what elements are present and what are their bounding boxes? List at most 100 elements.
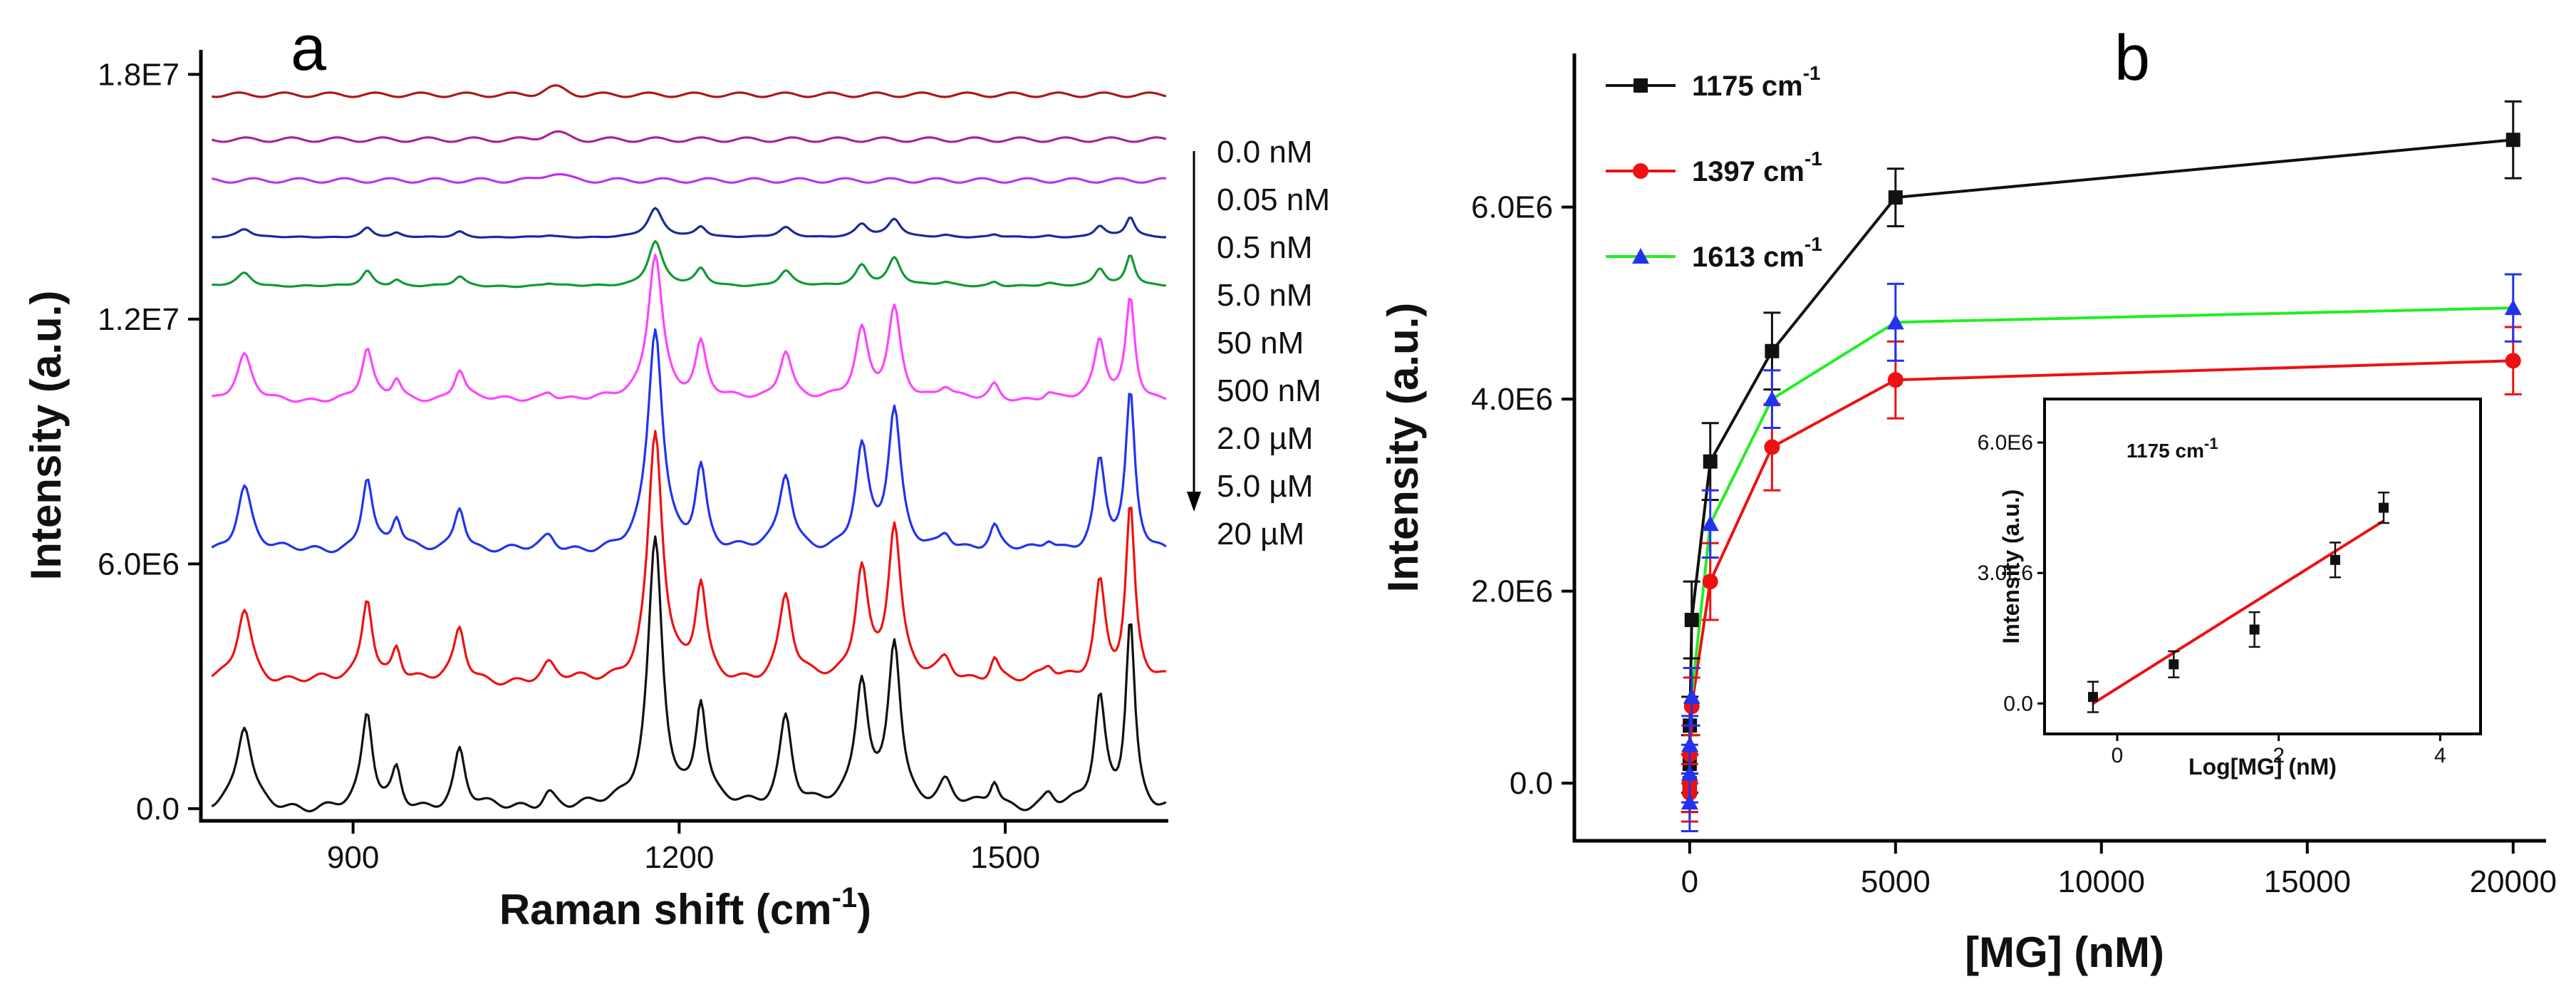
inset-y-axis-title: Intensity (a.u.) xyxy=(1998,490,2024,644)
panel-b-x-tick-label: 0 xyxy=(1681,864,1698,899)
concentration-label: 0.5 nM xyxy=(1217,230,1313,265)
legend-label-main: 1397 cm xyxy=(1692,156,1804,187)
panel-a-y-axis-title: Intensity (a.u.) xyxy=(22,291,70,581)
concentration-legend: 0.0 nM 0.05 nM 0.5 nM 5.0 nM 50 nM 500 nM 2.0 … xyxy=(1217,135,1330,552)
spectrum-line xyxy=(211,254,1167,403)
inset-x-tick-label: 4 xyxy=(2434,744,2446,767)
concentration-label: 5.0 µM xyxy=(1217,469,1313,504)
panel-b-x-tick-label: 15000 xyxy=(2264,864,2351,899)
panel-a-x-ticks: 900 1200 1500 xyxy=(327,821,1040,875)
panel-a-x-tick-label: 900 xyxy=(327,840,379,875)
legend-label-sup: -1 xyxy=(1804,233,1822,255)
inset-y-tick-label: 0.0 xyxy=(2003,692,2033,715)
inset-y-tick-label: 6.0E6 xyxy=(1978,431,2033,455)
spectrum-line xyxy=(211,328,1167,554)
panel-b-x-ticks: 0 5000 10000 15000 20000 xyxy=(1681,841,2557,899)
panel-b-y-tick-label: 4.0E6 xyxy=(1471,382,1553,417)
concentration-label: 0.0 nM xyxy=(1217,135,1313,170)
legend-label: 1175 cm-1 xyxy=(1692,62,1821,102)
spectrum-line xyxy=(212,239,1167,289)
legend-label: 1613 cm-1 xyxy=(1692,233,1822,273)
data-point-triangle xyxy=(1683,688,1700,704)
inset-data-point xyxy=(2330,554,2340,565)
panel-b-y-axis-title: Intensity (a.u.) xyxy=(1379,303,1427,593)
panel-b-x-tick-label: 10000 xyxy=(2058,864,2145,899)
panel-b-x-axis-title: [MG] (nM) xyxy=(1965,928,2164,976)
inset-content: 0 2 4 0.0 3.0E6 6.0E6 xyxy=(1978,431,2446,767)
panel-a-spectra xyxy=(211,84,1167,813)
panel-a-x-axis-title: Raman shift (cm-1) xyxy=(499,882,871,933)
panel-a-x-tick-label: 1200 xyxy=(644,840,714,875)
inset-title-main: 1175 cm xyxy=(2126,440,2204,462)
panel-b-series-points xyxy=(1681,100,2522,833)
data-point-circle xyxy=(2505,353,2521,369)
data-point-square xyxy=(1765,343,1780,358)
spectrum-line xyxy=(211,173,1166,184)
inset-x-axis-title: Log[MG] (nM) xyxy=(2188,754,2337,780)
data-point-triangle xyxy=(1886,314,1904,330)
data-point-triangle xyxy=(1763,390,1781,407)
data-point-square xyxy=(2505,133,2520,147)
data-point-square xyxy=(1634,78,1648,93)
inset-data-point xyxy=(2379,502,2389,513)
concentration-arrow-head xyxy=(1187,492,1201,512)
panel-b-axes xyxy=(1572,53,2546,843)
inset-data-point xyxy=(2249,624,2260,635)
panel-a-y-tick-label: 0.0 xyxy=(136,792,180,827)
panel-b-y-ticks: 0.0 2.0E6 4.0E6 6.0E6 xyxy=(1471,190,1574,801)
panel-b-y-tick-label: 2.0E6 xyxy=(1471,574,1553,609)
concentration-label: 5.0 nM xyxy=(1217,278,1313,313)
inset-y-tick-label: 3.0E6 xyxy=(1978,561,2033,585)
inset-title: 1175 cm-1 xyxy=(2126,435,2218,462)
concentration-label: 0.05 nM xyxy=(1217,182,1330,217)
spectrum-line xyxy=(211,130,1167,143)
data-point-circle xyxy=(1633,163,1648,179)
concentration-label: 2.0 µM xyxy=(1217,421,1313,456)
panel-a-x-axis-title-close: ) xyxy=(857,886,871,933)
panel-a-y-ticks: 0.0 6.0E6 1.2E7 1.8E7 xyxy=(98,57,201,827)
panel-b-y-tick-label: 0.0 xyxy=(1510,766,1553,801)
concentration-label: 20 µM xyxy=(1217,517,1304,552)
panel-a-y-tick-label: 1.8E7 xyxy=(98,57,180,92)
inset-title-sup: -1 xyxy=(2204,435,2218,452)
panel-a-axes xyxy=(199,50,1168,823)
panel-b-x-tick-label: 20000 xyxy=(2470,864,2557,899)
panel-a-label: a xyxy=(291,13,327,84)
panel-b-label: b xyxy=(2114,23,2150,94)
panel-a-y-tick-label: 6.0E6 xyxy=(98,547,180,581)
data-point-circle xyxy=(1887,372,1904,388)
data-point-triangle xyxy=(1632,248,1649,264)
data-point-triangle xyxy=(1701,515,1719,532)
inset-x-tick-label: 2 xyxy=(2273,744,2285,767)
panel-a-x-axis-title-main: Raman shift (cm xyxy=(499,886,832,933)
legend-label-sup: -1 xyxy=(1804,147,1822,170)
data-point-circle xyxy=(1764,439,1780,455)
panel-a-chart: 900 1200 1500 0.0 6.0E6 1.2E7 1.8E7 a Raman s… xyxy=(22,13,1330,933)
panel-b-x-tick-label: 5000 xyxy=(1861,864,1931,899)
data-point-square xyxy=(1684,613,1699,628)
panel-a-x-axis-title-sup: -1 xyxy=(832,882,858,913)
legend-label-main: 1175 cm xyxy=(1692,71,1803,102)
data-point-square xyxy=(1888,190,1903,205)
legend-label-sup: -1 xyxy=(1803,62,1821,84)
concentration-label: 50 nM xyxy=(1217,326,1304,361)
panel-b-chart: 0 5000 10000 15000 20000 0.02.0E64.0E66.0E6 … xyxy=(1379,23,2557,976)
inset-data-point xyxy=(2169,659,2179,670)
data-point-circle xyxy=(1702,574,1718,590)
inset-data-point xyxy=(2088,692,2098,703)
inset-frame xyxy=(2043,398,2482,735)
spectrum-line xyxy=(211,535,1167,813)
concentration-label: 500 nM xyxy=(1217,373,1321,408)
panel-b-y-tick-label: 6.0E6 xyxy=(1471,190,1553,225)
panel-a-y-tick-label: 1.2E7 xyxy=(98,302,180,337)
spectrum-line xyxy=(212,84,1167,98)
data-point-triangle xyxy=(1681,736,1699,752)
inset-x-tick-label: 0 xyxy=(2112,744,2124,767)
legend-label: 1397 cm-1 xyxy=(1692,147,1822,187)
data-point-square xyxy=(1703,454,1718,469)
spectrum-line xyxy=(212,207,1166,239)
data-point-triangle xyxy=(2504,299,2522,316)
